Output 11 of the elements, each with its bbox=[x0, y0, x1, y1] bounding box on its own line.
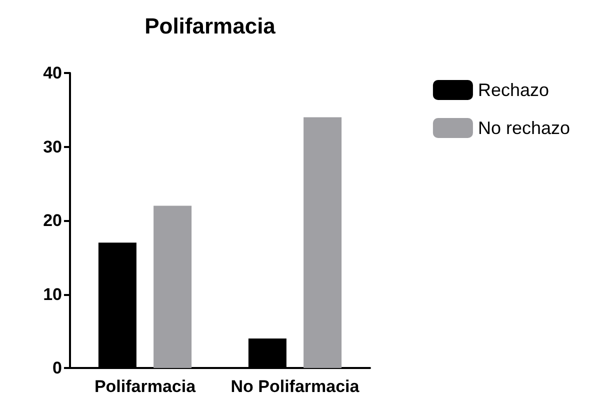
x-tick-label: No Polifarmacia bbox=[230, 377, 360, 396]
chart-title: Polifarmacia bbox=[144, 14, 276, 38]
bar bbox=[304, 117, 342, 368]
y-tick-label: 20 bbox=[43, 211, 62, 230]
y-tick-label: 0 bbox=[52, 358, 62, 378]
legend-label: No rechazo bbox=[478, 118, 570, 138]
y-tick-label: 10 bbox=[43, 284, 62, 304]
y-tick-label: 40 bbox=[43, 64, 62, 82]
y-tick-label: 30 bbox=[43, 137, 62, 156]
legend-label: Rechazo bbox=[478, 80, 549, 100]
bar bbox=[154, 206, 192, 368]
